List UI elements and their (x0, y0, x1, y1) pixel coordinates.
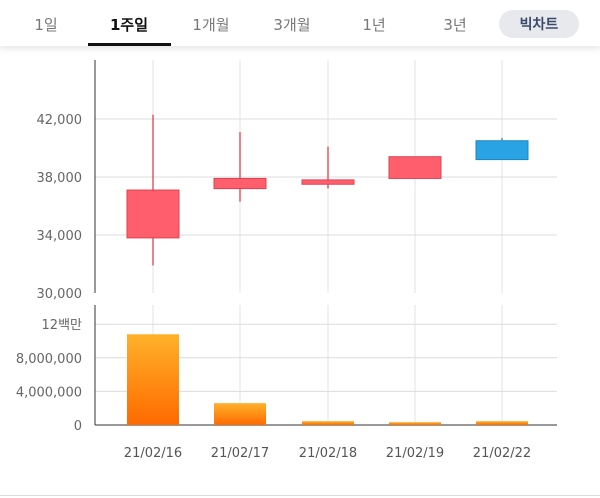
chart-labels: 42,000 38,000 34,000 30,000 12백만 8,000,000 4,0… (16, 113, 531, 461)
x-tick-label: 21/02/16 (124, 446, 182, 461)
bottom-divider (0, 495, 600, 496)
x-tick-label: 21/02/17 (211, 446, 269, 461)
tab-1day[interactable]: 1일 (34, 16, 58, 34)
price-y-tick-label: 38,000 (37, 171, 83, 186)
active-tab-indicator (88, 43, 171, 46)
volume-y-tick-label: 0 (74, 419, 82, 434)
volume-y-tick-label: 8,000,000 (16, 352, 82, 367)
volume-bar (127, 334, 179, 425)
x-tick-label: 21/02/22 (473, 446, 531, 461)
candle-body (213, 177, 267, 190)
volume-bar (476, 421, 528, 425)
big-chart-button[interactable]: 빅차트 (499, 10, 579, 38)
x-tick-label: 21/02/18 (299, 446, 357, 461)
price-y-tick-label: 34,000 (37, 229, 83, 244)
volume-bar (389, 422, 441, 425)
tab-1week[interactable]: 1주일 (109, 16, 149, 34)
volume-y-tick-label: 4,000,000 (16, 385, 82, 400)
volume-bar (302, 421, 354, 425)
candle-body (301, 179, 355, 185)
x-tick-label: 21/02/19 (386, 446, 444, 461)
volume-y-tick-label: 12백만 (42, 318, 83, 333)
tab-1month[interactable]: 1개월 (192, 16, 230, 34)
tab-1year[interactable]: 1년 (362, 16, 386, 34)
price-y-tick-label: 42,000 (37, 113, 83, 128)
candle-body (388, 156, 442, 179)
volume-bar (214, 403, 266, 425)
tab-3months[interactable]: 3개월 (273, 16, 311, 34)
chart-marks (126, 114, 529, 425)
price-y-tick-label: 30,000 (37, 287, 83, 302)
period-tab-bar: 1일 1주일 1개월 3개월 1년 3년 빅차트 (0, 0, 600, 46)
tab-3years[interactable]: 3년 (443, 16, 467, 34)
candle-body (475, 140, 529, 161)
candle-body (126, 189, 180, 239)
